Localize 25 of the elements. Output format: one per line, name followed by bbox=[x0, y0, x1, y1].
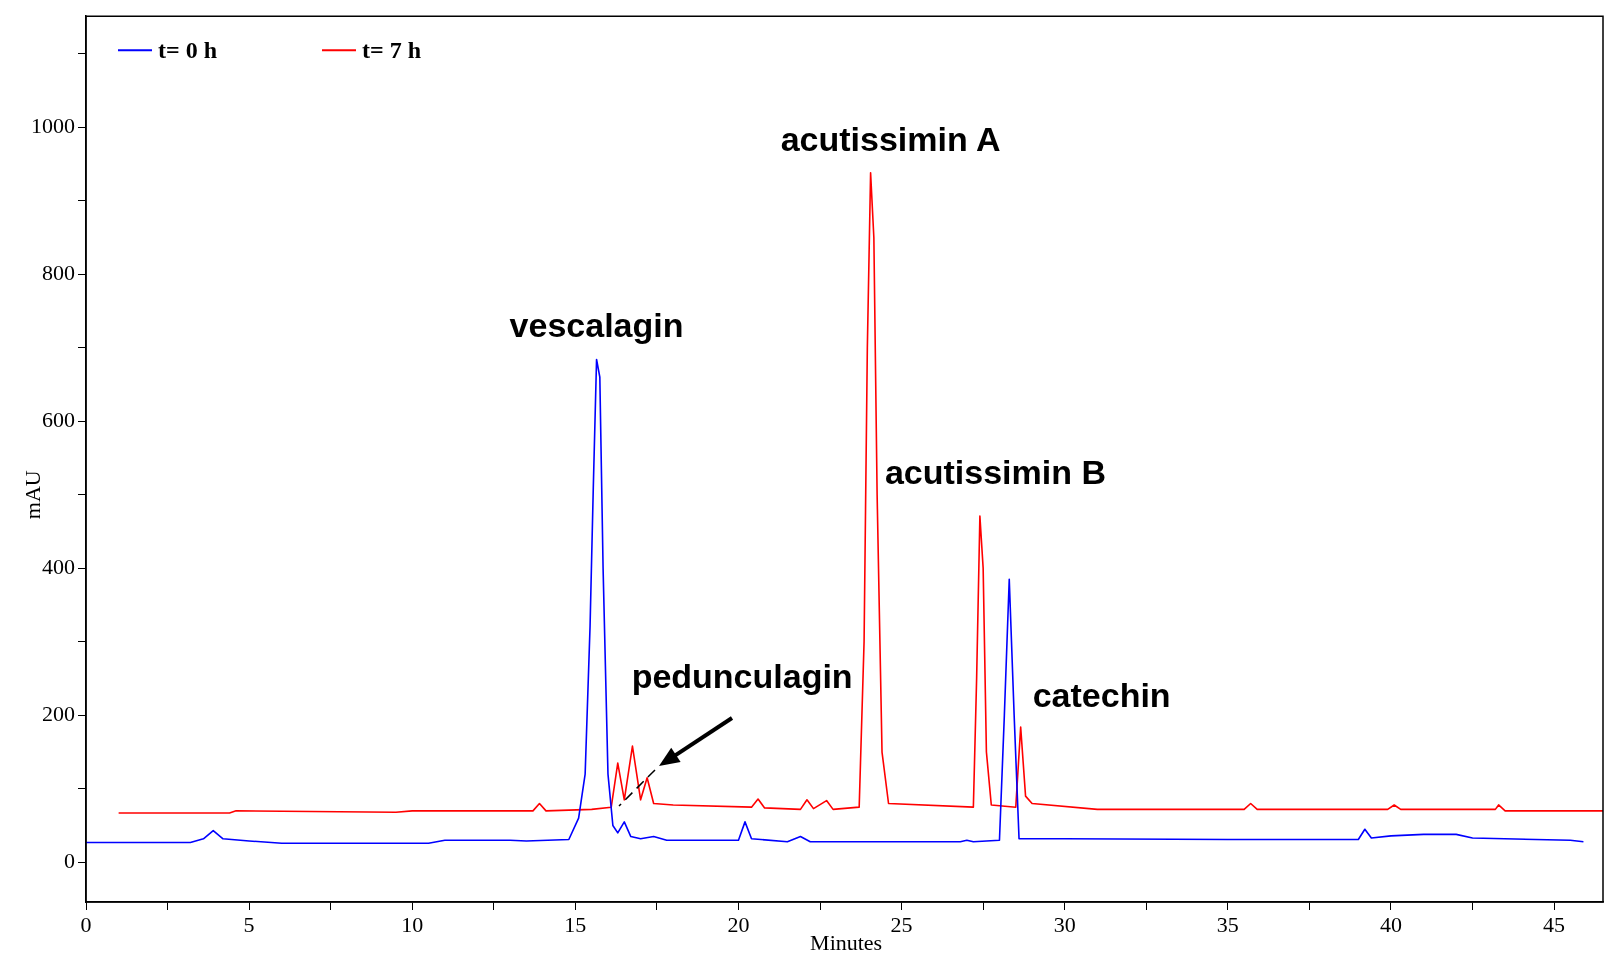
x-tick-label: 40 bbox=[1379, 911, 1402, 937]
annotation: pedunculagin bbox=[631, 656, 853, 695]
annotation: acutissimin A bbox=[780, 119, 1001, 158]
y-tick-label: 1000 bbox=[31, 112, 75, 138]
legend-label: t= 0 h bbox=[158, 37, 218, 64]
y-tick-label: 0 bbox=[64, 848, 75, 874]
annotation: vescalagin bbox=[509, 306, 684, 345]
x-tick-label: 10 bbox=[401, 911, 424, 937]
y-tick-label: 200 bbox=[42, 701, 75, 727]
x-tick-label: 0 bbox=[80, 911, 92, 937]
x-tick-label: 35 bbox=[1216, 911, 1239, 937]
annotation: acutissimin B bbox=[884, 453, 1106, 492]
legend-label: t= 7 h bbox=[362, 37, 422, 64]
x-tick-label: 25 bbox=[890, 911, 913, 937]
x-tick-label: 15 bbox=[564, 911, 587, 937]
x-tick-label: 20 bbox=[727, 911, 750, 937]
x-tick-label: 30 bbox=[1053, 911, 1076, 937]
y-tick-label: 800 bbox=[42, 260, 75, 285]
x-tick-label: 45 bbox=[1543, 911, 1566, 937]
annotation: catechin bbox=[1032, 676, 1171, 715]
y-axis-title: mAU bbox=[20, 470, 45, 520]
x-tick-label: 5 bbox=[243, 911, 255, 937]
y-tick-label: 600 bbox=[42, 407, 75, 433]
x-axis-title: Minutes bbox=[810, 930, 883, 955]
y-tick-label: 400 bbox=[42, 554, 75, 580]
